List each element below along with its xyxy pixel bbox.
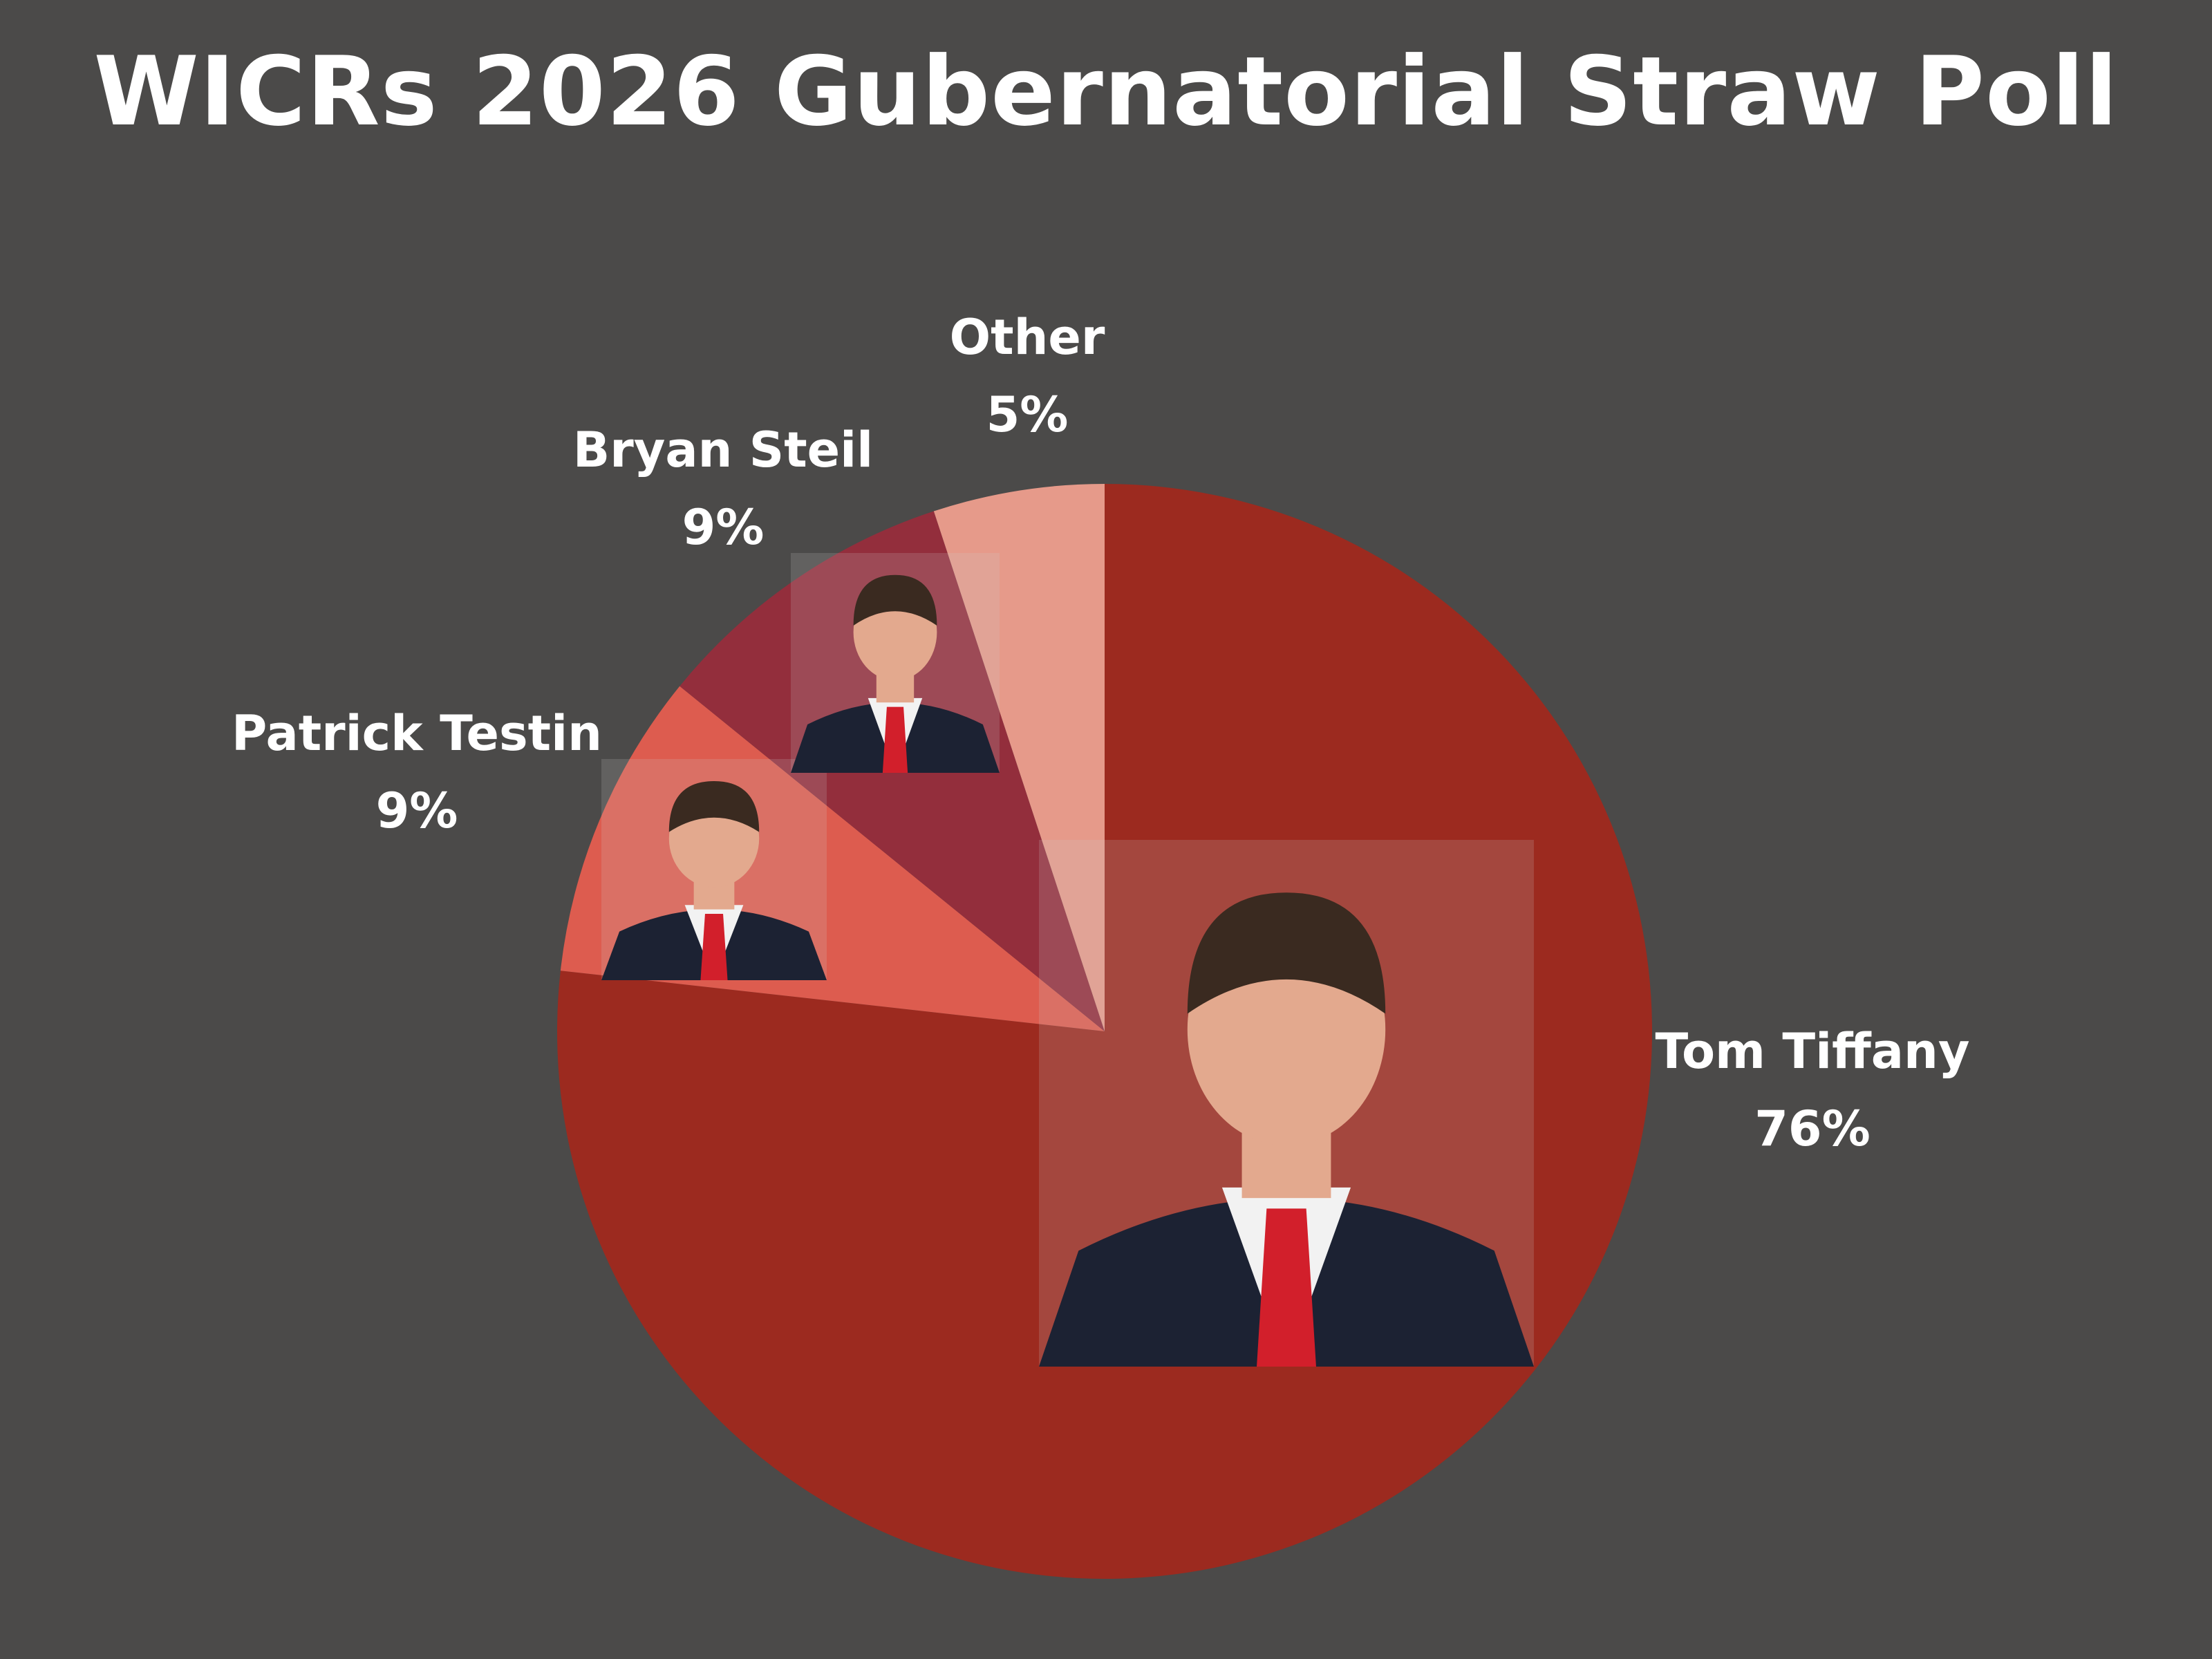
slice-label-tom-tiffany: Tom Tiffany bbox=[1656, 1023, 1970, 1080]
chart-title: WICRs 2026 Gubernatorial Straw Poll bbox=[93, 36, 2119, 147]
tom-tiffany-photo bbox=[1039, 840, 1534, 1367]
slice-label-other: Other bbox=[950, 309, 1105, 366]
patrick-testin-photo bbox=[601, 759, 827, 980]
bryan-steil-photo bbox=[791, 553, 1000, 773]
slice-value-tom-tiffany: 76% bbox=[1754, 1100, 1871, 1157]
slice-value-bryan-steil: 9% bbox=[682, 499, 765, 556]
slice-label-bryan-steil: Bryan Steil bbox=[573, 422, 873, 478]
slice-label-patrick-testin: Patrick Testin bbox=[232, 705, 602, 762]
slice-value-other: 5% bbox=[986, 386, 1069, 443]
slice-value-patrick-testin: 9% bbox=[376, 782, 458, 839]
pie-slice-other bbox=[933, 484, 1105, 1031]
